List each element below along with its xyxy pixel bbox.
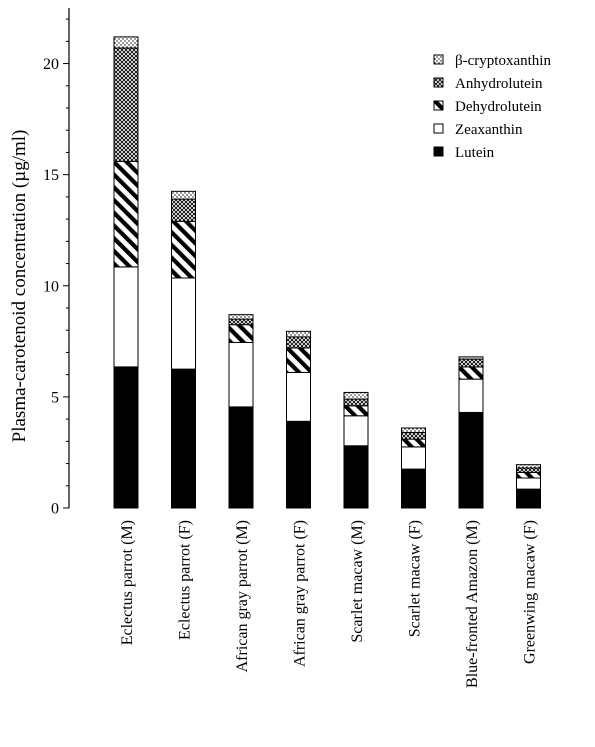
x-tick-label: Scarlet macaw (M): [349, 520, 366, 643]
y-axis: 0 5 10 15 20: [43, 8, 70, 518]
legend-label: Lutein: [455, 145, 495, 161]
bar-segment-beta-cryptoxanthin: [286, 330, 311, 338]
x-tick-label: Eclectus parrot (M): [119, 520, 136, 645]
bar-segment-zeaxanthin: [228, 341, 254, 408]
bar-stack-eclectus-parrot-m: [113, 36, 139, 509]
x-axis-labels: Eclectus parrot (M) Eclectus parrot (F) Af…: [119, 520, 539, 688]
bar-segment-lutein: [113, 366, 139, 509]
bar-segment-zeaxanthin: [401, 446, 426, 470]
bar-segment-zeaxanthin: [458, 378, 484, 413]
x-tick-label: Eclectus parrot (F): [177, 520, 194, 640]
legend-item-anhydrolutein: Anhydrolutein: [433, 76, 543, 92]
bar-segment-dehydrolutein: [286, 347, 311, 373]
x-tick-label: Greenwing macaw (F): [522, 520, 539, 664]
bar-stack-scarlet-macaw-m: [343, 391, 369, 509]
bar-segment-beta-cryptoxanthin: [458, 356, 484, 360]
bar-segment-anhydrolutein: [286, 336, 311, 349]
x-tick-label: Scarlet macaw (F): [407, 520, 424, 637]
legend-item-beta-cryptoxanthin: β-cryptoxanthin: [433, 53, 551, 69]
legend-label: Anhydrolutein: [455, 76, 543, 92]
bar-segment-lutein: [286, 420, 311, 509]
bar-segment-dehydrolutein: [228, 324, 254, 343]
bar-segment-beta-cryptoxanthin: [228, 314, 254, 320]
legend: β-cryptoxanthin Anhydrolutein Dehydrolutei…: [433, 53, 551, 161]
bar-stack-african-gray-parrot-m: [228, 314, 254, 509]
y-tick-label: 5: [51, 389, 59, 406]
bars: [113, 36, 541, 509]
bar-segment-dehydrolutein: [113, 160, 139, 268]
bar-segment-anhydrolutein: [171, 198, 196, 222]
bar-segment-anhydrolutein: [113, 47, 139, 162]
bar-segment-lutein: [458, 411, 484, 509]
legend-label: Dehydrolutein: [455, 99, 542, 115]
y-tick-label: 20: [43, 56, 59, 73]
y-tick-label: 0: [51, 501, 59, 518]
bar-stack-scarlet-macaw-f: [401, 427, 426, 509]
bar-segment-zeaxanthin: [516, 477, 541, 490]
x-tick-label: African gray parrot (F): [292, 520, 309, 667]
bar-segment-anhydrolutein: [343, 398, 369, 407]
bar-segment-zeaxanthin: [286, 371, 311, 422]
bar-segment-dehydrolutein: [458, 366, 484, 380]
legend-label: β-cryptoxanthin: [455, 53, 551, 69]
legend-item-lutein: Lutein: [433, 145, 495, 161]
y-axis-title: Plasma-carotenoid concentration (µg/ml): [9, 130, 30, 443]
bar-segment-beta-cryptoxanthin: [401, 427, 426, 433]
bar-segment-anhydrolutein: [228, 318, 254, 326]
legend-item-dehydrolutein: Dehydrolutein: [433, 99, 542, 115]
bar-segment-beta-cryptoxanthin: [113, 36, 139, 49]
x-tick-label: Blue-fronted Amazon (M): [464, 520, 481, 688]
bar-segment-dehydrolutein: [171, 220, 196, 279]
bar-segment-lutein: [171, 368, 196, 509]
bar-segment-anhydrolutein: [401, 431, 426, 440]
bar-segment-anhydrolutein: [458, 358, 484, 368]
bar-segment-zeaxanthin: [343, 415, 369, 447]
bar-segment-lutein: [343, 445, 369, 509]
bar-segment-dehydrolutein: [343, 405, 369, 417]
x-tick-label: African gray parrot (M): [234, 520, 251, 672]
legend-label: Zeaxanthin: [455, 122, 523, 138]
legend-swatch: [433, 77, 444, 88]
bar-stack-blue-fronted-amazon-m: [458, 356, 484, 509]
bar-stack-eclectus-parrot-f: [171, 190, 196, 509]
bar-segment-lutein: [228, 406, 254, 509]
legend-swatch: [433, 100, 444, 111]
y-tick-label: 10: [43, 278, 59, 295]
bar-segment-beta-cryptoxanthin: [516, 464, 541, 469]
bar-segment-zeaxanthin: [113, 266, 139, 368]
bar-stack-african-gray-parrot-f: [286, 330, 311, 509]
bar-segment-dehydrolutein: [401, 438, 426, 448]
legend-swatch: [433, 123, 444, 134]
bar-segment-beta-cryptoxanthin: [171, 190, 196, 200]
bar-segment-lutein: [516, 488, 541, 509]
legend-item-zeaxanthin: Zeaxanthin: [433, 122, 523, 138]
bar-segment-beta-cryptoxanthin: [343, 391, 369, 400]
bar-segment-lutein: [401, 468, 426, 509]
legend-swatch: [433, 146, 444, 157]
bar-segment-zeaxanthin: [171, 277, 196, 370]
y-tick-label: 15: [43, 167, 59, 184]
bar-segment-anhydrolutein: [516, 467, 541, 473]
bar-stack-greenwing-macaw-f: [516, 464, 541, 509]
bar-segment-dehydrolutein: [516, 471, 541, 479]
legend-swatch: [433, 54, 444, 65]
